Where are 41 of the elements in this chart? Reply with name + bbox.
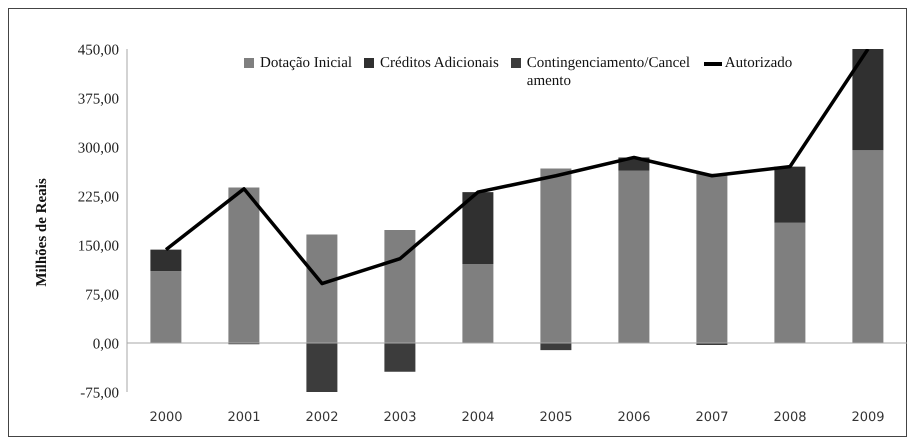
legend-label: Contingenciamento/Cancelamento	[526, 54, 692, 90]
bar	[852, 49, 884, 150]
x-tick-label: 2003	[383, 410, 417, 426]
bar	[384, 343, 416, 372]
line-series	[164, 49, 870, 286]
x-tick-label: 2006	[617, 410, 651, 426]
y-tick-label: 0,00	[92, 336, 119, 352]
bar	[618, 170, 650, 343]
bar	[228, 188, 260, 343]
x-tick-label: 2008	[773, 410, 807, 426]
y-axis-title: Milhões de Reais	[34, 178, 50, 287]
bar	[774, 222, 806, 343]
bar	[306, 234, 338, 343]
x-tick-label: 2005	[539, 410, 573, 426]
legend-label: Dotação Inicial	[260, 54, 352, 72]
x-tick-label: 2000	[149, 410, 183, 426]
y-tick-label: 150,00	[78, 238, 119, 254]
x-tick-label: 2004	[461, 410, 495, 426]
legend-label: Créditos Adicionais	[380, 54, 499, 72]
y-tick-label: 225,00	[78, 189, 119, 206]
x-tick-label: 2002	[305, 410, 339, 426]
bar	[462, 192, 494, 264]
bar	[774, 166, 806, 223]
bar	[384, 230, 416, 343]
bar	[150, 271, 182, 343]
y-tick-label: 300,00	[78, 140, 119, 156]
legend-label: Autorizado	[724, 54, 792, 72]
bar	[852, 150, 884, 343]
x-tick-label: 2007	[695, 410, 729, 426]
y-tick-label: -75,00	[80, 385, 119, 402]
bar	[540, 343, 572, 350]
x-tick-label: 2001	[227, 410, 261, 426]
y-tick-label: 75,00	[85, 287, 119, 304]
bar	[306, 343, 338, 392]
x-tick-label: 2009	[851, 410, 885, 426]
bar	[696, 174, 728, 343]
y-tick-label: 450,00	[78, 42, 119, 58]
bar	[540, 168, 572, 343]
bar	[150, 250, 182, 272]
bar	[462, 264, 494, 343]
y-tick-label: 375,00	[78, 91, 119, 108]
